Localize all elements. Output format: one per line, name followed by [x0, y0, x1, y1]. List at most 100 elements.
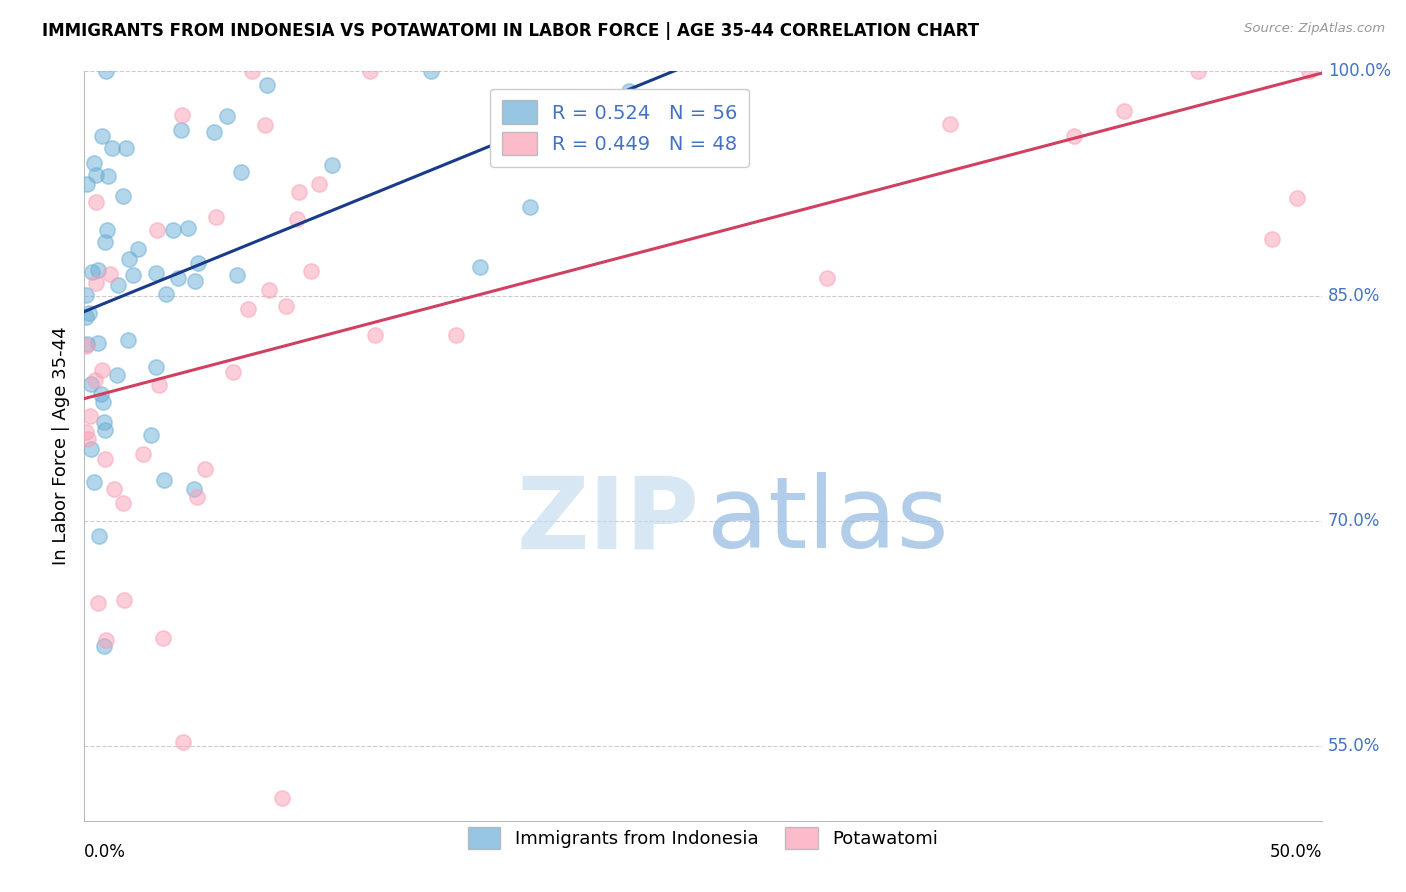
Point: [148, 378, 170, 392]
Point: [83, 373, 105, 387]
Point: [1063, 129, 1085, 144]
Point: [87, 529, 110, 543]
Point: [1298, 64, 1320, 78]
Point: [83, 156, 105, 170]
Point: [568, 120, 591, 135]
Text: ZIP: ZIP: [516, 473, 699, 569]
Point: [177, 221, 200, 235]
Point: [146, 223, 169, 237]
Point: [87, 263, 110, 277]
Text: Source: ZipAtlas.com: Source: ZipAtlas.com: [1244, 22, 1385, 36]
Point: [91, 363, 114, 377]
Point: [187, 256, 209, 270]
Point: [287, 186, 309, 200]
Text: 0.0%: 0.0%: [84, 843, 127, 861]
Point: [75, 288, 97, 302]
Point: [127, 242, 149, 256]
Point: [84, 276, 107, 290]
Point: [94, 423, 117, 437]
Point: [107, 278, 129, 293]
Point: [183, 482, 205, 496]
Point: [112, 496, 135, 510]
Point: [254, 118, 277, 132]
Point: [815, 271, 838, 285]
Point: [87, 596, 110, 610]
Point: [155, 287, 177, 301]
Point: [118, 252, 141, 266]
Text: 100.0%: 100.0%: [1327, 62, 1391, 80]
Text: 55.0%: 55.0%: [1327, 737, 1381, 755]
Text: atlas: atlas: [707, 473, 948, 569]
Point: [94, 235, 117, 249]
Point: [152, 632, 174, 646]
Point: [1285, 191, 1308, 205]
Point: [75, 310, 97, 324]
Point: [94, 451, 117, 466]
Point: [96, 222, 118, 236]
Point: [229, 165, 252, 179]
Point: [162, 223, 184, 237]
Point: [184, 274, 207, 288]
Point: [321, 158, 343, 172]
Point: [145, 359, 167, 374]
Point: [222, 365, 245, 379]
Point: [90, 387, 112, 401]
Point: [75, 339, 97, 353]
Point: [1112, 103, 1135, 118]
Point: [167, 271, 190, 285]
Point: [236, 301, 259, 316]
Point: [117, 333, 139, 347]
Point: [692, 128, 714, 142]
Point: [194, 461, 217, 475]
Point: [77, 432, 100, 446]
Legend: Immigrants from Indonesia, Potawatomi: Immigrants from Indonesia, Potawatomi: [461, 820, 945, 856]
Point: [98, 267, 121, 281]
Point: [276, 299, 298, 313]
Point: [76, 336, 98, 351]
Point: [87, 336, 110, 351]
Point: [100, 140, 122, 154]
Point: [170, 108, 193, 122]
Point: [97, 169, 120, 183]
Point: [93, 639, 115, 653]
Point: [121, 268, 143, 282]
Point: [83, 475, 105, 490]
Point: [91, 129, 114, 144]
Text: IMMIGRANTS FROM INDONESIA VS POTAWATOMI IN LABOR FORCE | AGE 35-44 CORRELATION C: IMMIGRANTS FROM INDONESIA VS POTAWATOMI …: [42, 22, 980, 40]
Point: [96, 64, 118, 78]
Text: 85.0%: 85.0%: [1327, 287, 1381, 305]
Point: [271, 791, 294, 805]
Point: [112, 592, 135, 607]
Point: [1261, 232, 1284, 246]
Point: [170, 123, 193, 137]
Y-axis label: In Labor Force | Age 35-44: In Labor Force | Age 35-44: [52, 326, 70, 566]
Point: [79, 409, 101, 424]
Point: [299, 264, 322, 278]
Point: [285, 212, 308, 227]
Point: [103, 482, 125, 496]
Point: [76, 177, 98, 191]
Point: [82, 264, 104, 278]
Point: [145, 266, 167, 280]
Point: [80, 442, 103, 456]
Point: [84, 168, 107, 182]
Text: 70.0%: 70.0%: [1327, 512, 1381, 530]
Point: [86, 195, 108, 210]
Point: [217, 110, 239, 124]
Point: [259, 283, 281, 297]
Text: 50.0%: 50.0%: [1270, 843, 1322, 861]
Point: [93, 415, 115, 429]
Point: [75, 425, 97, 440]
Point: [939, 117, 962, 131]
Point: [617, 84, 640, 98]
Point: [111, 189, 134, 203]
Point: [308, 177, 330, 191]
Point: [519, 200, 541, 214]
Point: [1187, 64, 1209, 78]
Point: [470, 260, 492, 275]
Point: [444, 328, 467, 343]
Point: [202, 125, 225, 139]
Point: [105, 368, 128, 382]
Point: [80, 376, 103, 391]
Point: [568, 104, 591, 119]
